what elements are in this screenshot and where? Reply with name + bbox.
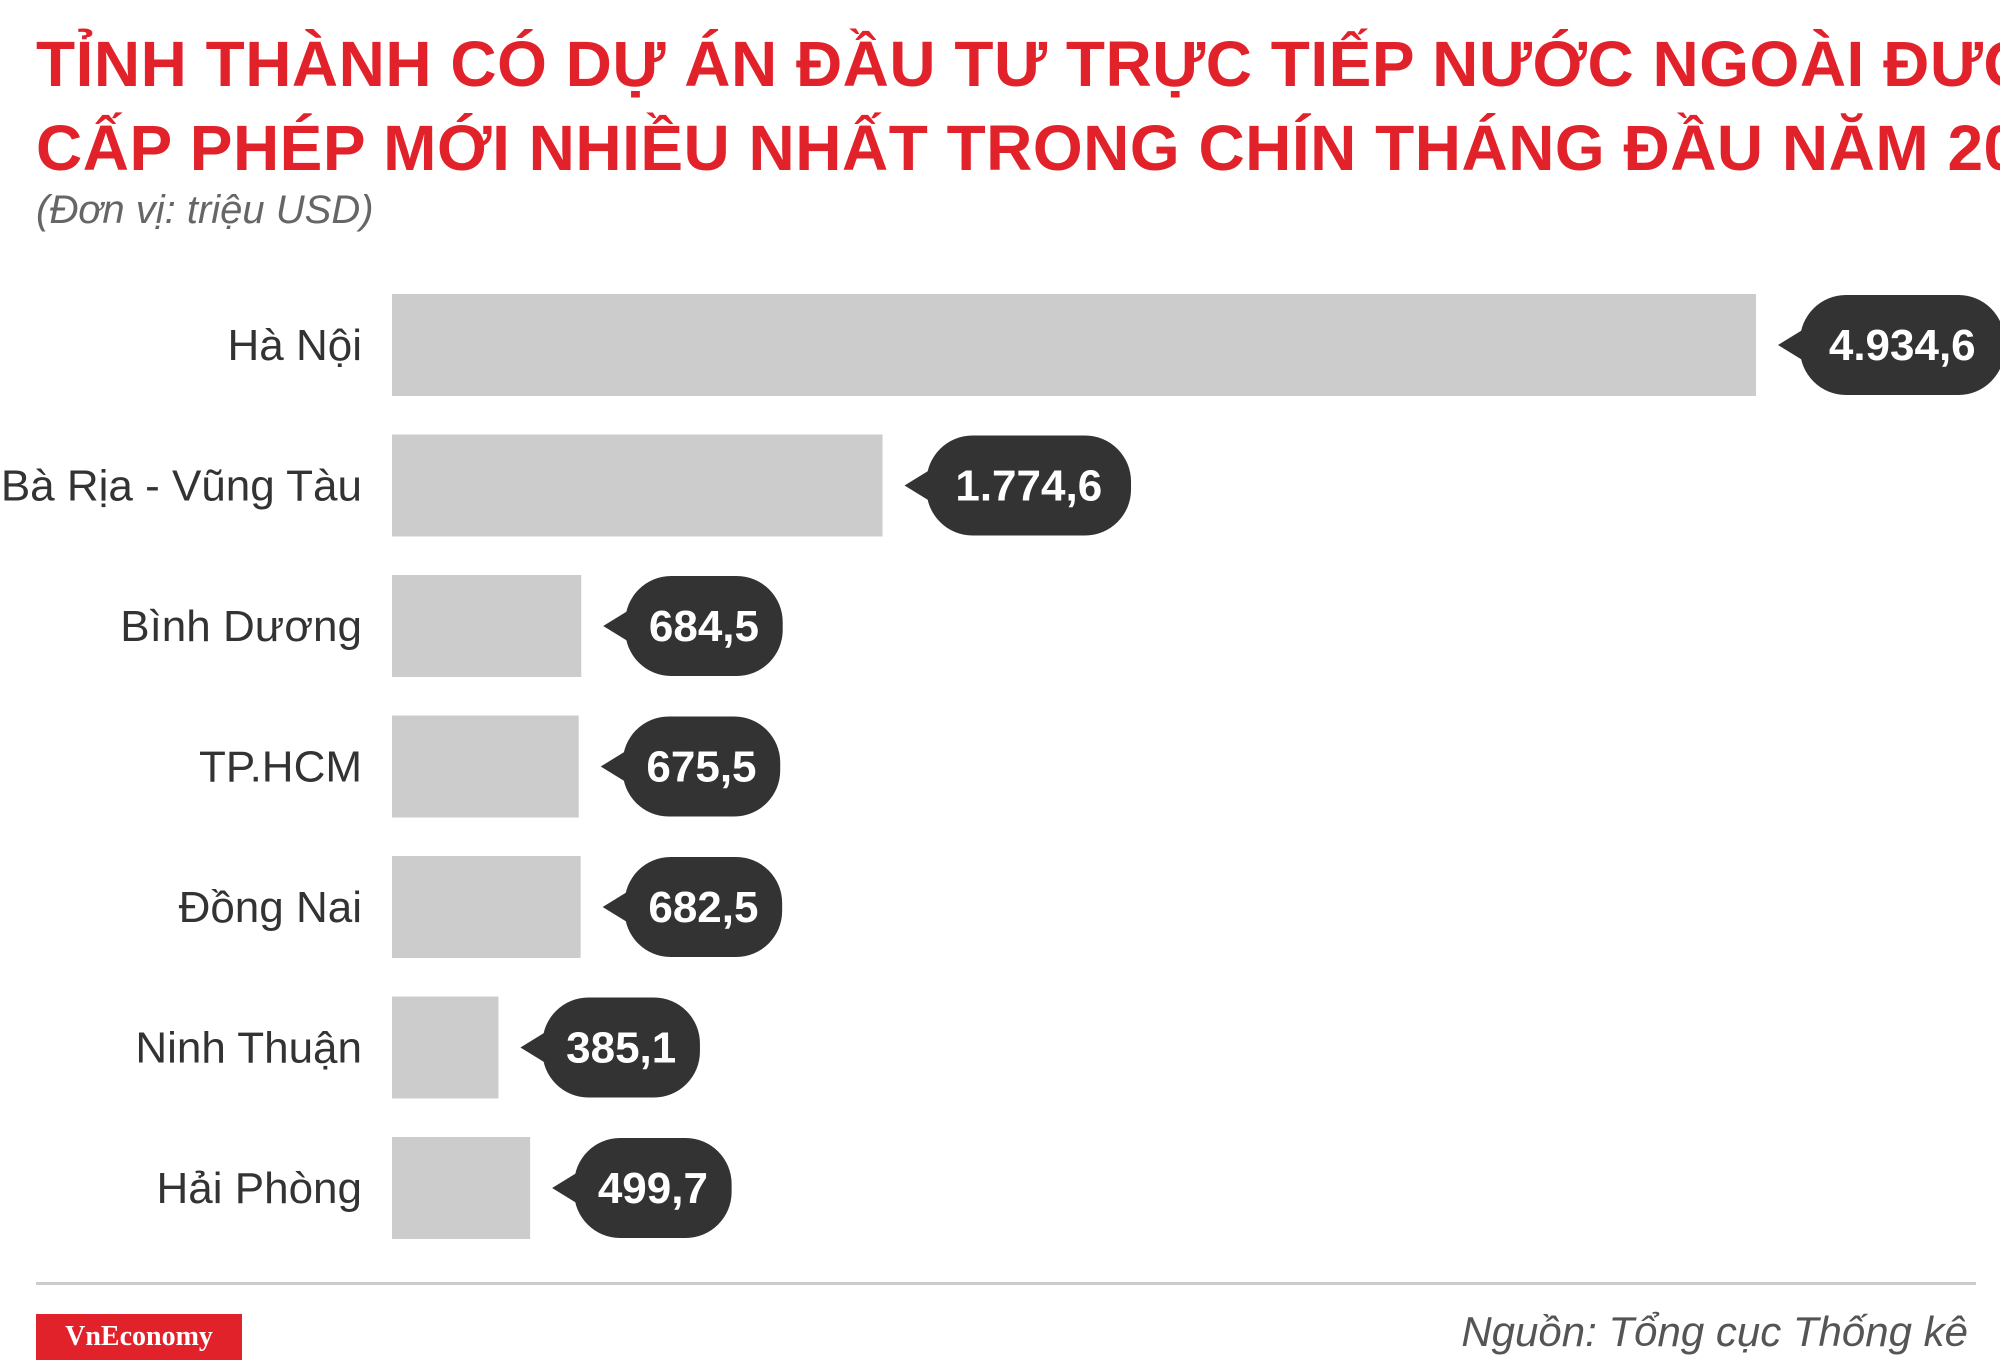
category-label-dong-nai: Đồng Nai — [179, 883, 362, 932]
value-bubble-pointer-hai-phong — [552, 1172, 579, 1204]
bar-row-ninh-thuan: Ninh Thuận 385,1 — [135, 996, 700, 1099]
bar-row-ha-noi: Hà Nội 4.934,6 — [228, 294, 2000, 396]
value-bubble-bg-ha-noi — [1800, 295, 2000, 395]
bar-hai-phong — [392, 1137, 531, 1239]
value-bubble-bg-dong-nai — [624, 857, 783, 957]
value-bubble-hai-phong: 499,7 — [552, 1138, 732, 1238]
value-bubble-ba-ria-vung-tau: 1.774,6 — [904, 435, 1132, 536]
category-label-binh-duong: Bình Dương — [120, 602, 362, 651]
chart-title: TỈNH THÀNH CÓ DỰ ÁN ĐẦU TƯ TRỰC TIẾP NƯỚ… — [36, 22, 2000, 190]
value-bubble-bg-ninh-thuan — [542, 997, 700, 1098]
bar-chart: Hà Nội 4.934,6 Bà Rịa - Vũng Tàu 1.774,6 Bìn… — [1, 294, 2000, 1239]
value-bubble-pointer-dong-nai — [602, 891, 629, 923]
bar-tp-hcm — [392, 715, 579, 818]
data-label-ha-noi: 4.934,6 — [1829, 321, 1976, 370]
value-bubble-ha-noi: 4.934,6 — [1778, 295, 2000, 395]
unit-subtitle: (Đơn vị: triệu USD) — [36, 188, 374, 232]
data-label-ba-ria-vung-tau: 1.774,6 — [955, 462, 1102, 511]
source-note: Nguồn: Tổng cục Thống kê — [1461, 1308, 1968, 1355]
bar-row-hai-phong: Hải Phòng 499,7 — [157, 1137, 732, 1239]
bar-ba-ria-vung-tau — [392, 434, 883, 537]
bar-row-dong-nai: Đồng Nai 682,5 — [179, 856, 783, 958]
bar-ninh-thuan — [392, 996, 499, 1099]
bar-dong-nai — [392, 856, 581, 958]
data-label-hai-phong: 499,7 — [598, 1164, 708, 1213]
chart-title-line2: CẤP PHÉP MỚI NHIỀU NHẤT TRONG CHÍN THÁNG… — [36, 112, 2000, 184]
value-bubble-bg-ba-ria-vung-tau — [926, 435, 1132, 536]
category-label-hai-phong: Hải Phòng — [157, 1164, 362, 1213]
value-bubble-dong-nai: 682,5 — [602, 857, 783, 957]
value-bubble-bg-tp-hcm — [622, 716, 781, 817]
bar-binh-duong — [392, 575, 582, 677]
value-bubble-pointer-ba-ria-vung-tau — [904, 469, 931, 502]
value-bubble-pointer-ninh-thuan — [520, 1031, 547, 1064]
value-bubble-pointer-tp-hcm — [600, 750, 627, 783]
chart-title-line1: TỈNH THÀNH CÓ DỰ ÁN ĐẦU TƯ TRỰC TIẾP NƯỚ… — [36, 28, 2000, 100]
value-bubble-ninh-thuan: 385,1 — [520, 997, 700, 1098]
bar-row-binh-duong: Bình Dương 684,5 — [120, 575, 783, 677]
data-label-tp-hcm: 675,5 — [646, 743, 756, 792]
footer-divider — [36, 1282, 1976, 1285]
value-bubble-pointer-binh-duong — [603, 610, 630, 642]
category-label-ha-noi: Hà Nội — [228, 321, 363, 370]
value-bubble-tp-hcm: 675,5 — [600, 716, 781, 817]
value-bubble-pointer-ha-noi — [1778, 329, 1804, 361]
value-bubble-bg-binh-duong — [625, 576, 783, 676]
data-label-binh-duong: 684,5 — [649, 602, 759, 651]
value-bubble-binh-duong: 684,5 — [603, 576, 783, 676]
category-label-ba-ria-vung-tau: Bà Rịa - Vũng Tàu — [1, 462, 362, 511]
data-label-dong-nai: 682,5 — [648, 883, 758, 932]
bar-ha-noi — [392, 294, 1756, 396]
bar-row-ba-ria-vung-tau: Bà Rịa - Vũng Tàu 1.774,6 — [1, 434, 1132, 537]
category-label-ninh-thuan: Ninh Thuận — [135, 1024, 362, 1073]
vneconomy-logo: VnEconomy — [36, 1314, 242, 1360]
value-bubble-bg-hai-phong — [574, 1138, 732, 1238]
bar-row-tp-hcm: TP.HCM 675,5 — [199, 715, 781, 818]
category-label-tp-hcm: TP.HCM — [199, 743, 362, 792]
data-label-ninh-thuan: 385,1 — [566, 1024, 676, 1073]
